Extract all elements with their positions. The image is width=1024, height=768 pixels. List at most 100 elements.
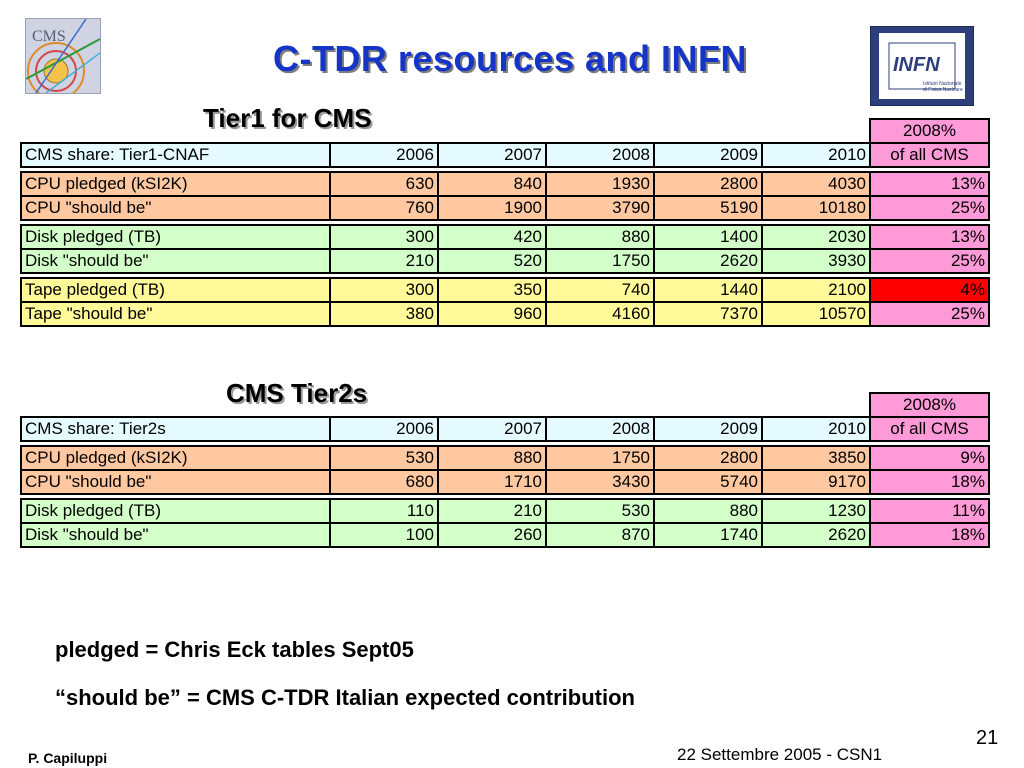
tier2-pct-header-line2: of all CMS [869,416,990,442]
table-row: Disk pledged (TB) 110 210 530 880 1230 1… [20,498,990,524]
table-row: CPU pledged (kSI2K) 530 880 1750 2800 38… [20,445,990,471]
cell-value: 260 [437,522,547,548]
infn-logo-sub1: Istituto Nazionale [923,81,962,87]
infn-logo-graphic: INFN Istituto Nazionale di Fisica Nuclea… [888,42,963,93]
row-label: Disk "should be" [20,248,331,274]
cell-value: 1440 [653,277,763,303]
cell-value: 1930 [545,171,655,197]
tier2-header-label: CMS share: Tier2s [20,416,331,442]
cell-value: 1750 [545,248,655,274]
cell-value: 880 [545,224,655,250]
page-title: C-TDR resources and INFN [272,38,748,79]
tier2-table: 2008% CMS share: Tier2s 2006 2007 2008 2… [20,392,990,548]
cell-value: 2030 [761,224,871,250]
cell-value: 530 [545,498,655,524]
pct-cell: 11% [869,498,990,524]
pct-cell-alert: 4% [869,277,990,303]
cell-value: 2800 [653,171,763,197]
cell-value: 4160 [545,301,655,327]
tier2-header-row: CMS share: Tier2s 2006 2007 2008 2009 20… [20,416,990,442]
cell-value: 3430 [545,469,655,495]
tier1-pct-header-line1: 2008% [869,118,990,144]
pct-cell: 13% [869,224,990,250]
tier2-pct-header-row: 2008% [21,392,990,418]
table-row: CPU "should be" 760 1900 3790 5190 10180… [20,195,990,221]
cell-value: 2620 [761,522,871,548]
cell-value: 350 [437,277,547,303]
footer-date: 22 Settembre 2005 - CSN1 [677,745,883,764]
cell-value: 760 [329,195,439,221]
row-label: CPU "should be" [20,195,331,221]
tier2-title: CMS Tier2s [226,378,368,408]
page-number: 21 [976,727,999,749]
tier2-year: 2006 [329,416,439,442]
tier1-header-row: CMS share: Tier1-CNAF 2006 2007 2008 200… [20,142,990,168]
cell-value: 300 [329,224,439,250]
cms-logo-text: CMS [32,28,66,45]
cell-value: 1710 [437,469,547,495]
cell-value: 420 [437,224,547,250]
cell-value: 100 [329,522,439,548]
tier2-year: 2009 [653,416,763,442]
cell-value: 210 [329,248,439,274]
cell-value: 5190 [653,195,763,221]
cell-value: 10180 [761,195,871,221]
table-row: CPU "should be" 680 1710 3430 5740 9170 … [20,469,990,495]
tier2-pct-header-line1: 2008% [869,392,990,418]
row-label: CPU "should be" [20,469,331,495]
table-row: Tape pledged (TB) 300 350 740 1440 2100 … [20,277,990,303]
cell-value: 2620 [653,248,763,274]
cell-value: 530 [329,445,439,471]
cell-value: 2100 [761,277,871,303]
tier1-year: 2008 [545,142,655,168]
cms-logo-graphic: CMS [26,19,100,93]
cms-logo: CMS [25,18,101,94]
pct-cell: 25% [869,248,990,274]
tier1-header-label: CMS share: Tier1-CNAF [20,142,331,168]
row-label: Disk pledged (TB) [20,224,331,250]
tier1-table: 2008% CMS share: Tier1-CNAF 2006 2007 20… [20,118,990,327]
pct-cell: 18% [869,522,990,548]
pct-cell: 9% [869,445,990,471]
table-row: Disk pledged (TB) 300 420 880 1400 2030 … [20,224,990,250]
cell-value: 1230 [761,498,871,524]
cell-value: 880 [437,445,547,471]
cell-value: 840 [437,171,547,197]
cell-value: 680 [329,469,439,495]
row-label: CPU pledged (kSI2K) [20,445,331,471]
cell-value: 110 [329,498,439,524]
tier1-year: 2009 [653,142,763,168]
pct-cell: 13% [869,171,990,197]
cell-value: 210 [437,498,547,524]
row-label: Tape pledged (TB) [20,277,331,303]
pct-cell: 25% [869,301,990,327]
note-pledged: pledged = Chris Eck tables Sept05 [55,637,414,662]
cell-value: 520 [437,248,547,274]
row-label: Disk pledged (TB) [20,498,331,524]
row-label: CPU pledged (kSI2K) [20,171,331,197]
footer-author: P. Capiluppi [28,750,108,766]
cell-value: 1740 [653,522,763,548]
table-row: Disk "should be" 100 260 870 1740 2620 1… [20,522,990,548]
cell-value: 870 [545,522,655,548]
cell-value: 2800 [653,445,763,471]
tier1-pct-header-line2: of all CMS [869,142,990,168]
cell-value: 740 [545,277,655,303]
tier1-title: Tier1 for CMS [203,103,372,133]
cell-value: 7370 [653,301,763,327]
infn-logo-text: INFN [893,54,940,76]
infn-logo-sub2: di Fisica Nucleare [923,87,963,93]
cell-value: 9170 [761,469,871,495]
cell-value: 880 [653,498,763,524]
tier2-year: 2010 [761,416,871,442]
table-row: CPU pledged (kSI2K) 630 840 1930 2800 40… [20,171,990,197]
cell-value: 1900 [437,195,547,221]
tier1-year: 2007 [437,142,547,168]
pct-cell: 25% [869,195,990,221]
note-should-be: “should be” = CMS C-TDR Italian expected… [55,685,635,710]
cell-value: 300 [329,277,439,303]
cell-value: 3850 [761,445,871,471]
cell-value: 4030 [761,171,871,197]
cell-value: 960 [437,301,547,327]
tier2-year: 2007 [437,416,547,442]
